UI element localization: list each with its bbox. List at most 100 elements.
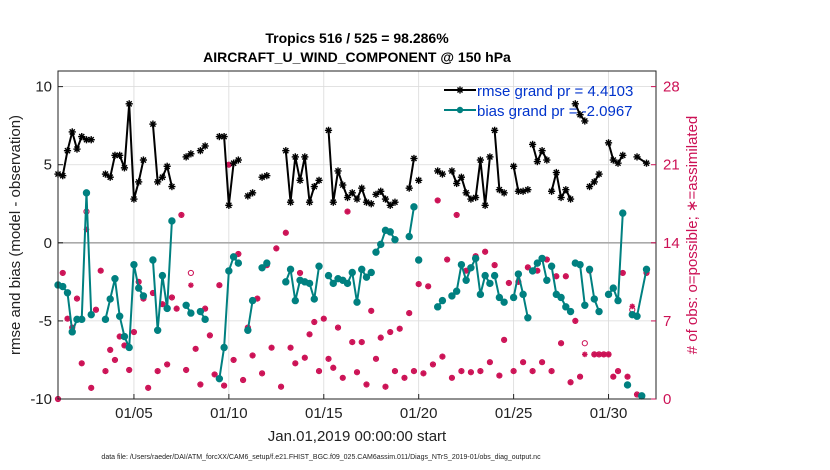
bias-point	[59, 282, 67, 291]
bias-point	[125, 343, 133, 352]
obs-assimilated-marker	[226, 161, 232, 168]
rmse-point	[154, 178, 162, 186]
obs-assimilated-marker	[411, 368, 417, 374]
rmse-point	[462, 189, 470, 197]
bias-point	[139, 292, 148, 300]
obs-assimilated-marker	[415, 281, 422, 287]
bias-point	[476, 290, 485, 299]
obs-assimilated-marker	[591, 351, 598, 358]
rmse-point	[367, 200, 375, 208]
obs-assimilated-marker	[358, 339, 365, 345]
x-tick-label: 01/20	[400, 405, 438, 422]
obs-assimilated-marker	[249, 352, 256, 359]
bias-point	[462, 276, 470, 284]
obs-assimilated-marker	[577, 373, 583, 380]
rmse-point	[139, 156, 148, 164]
bias-point	[467, 264, 475, 272]
bias-point	[410, 203, 418, 211]
rmse-point	[73, 145, 81, 153]
bias-point	[149, 256, 157, 264]
x-axis-ticks: 01/05 01/10 01/15 01/20 01/25 01/30	[115, 394, 627, 422]
right-y-axis-label: # of obs: o=possible; ∗=assimilated	[684, 116, 701, 355]
rmse-point	[358, 184, 366, 192]
obs-assimilated-marker	[387, 329, 394, 335]
obs-assimilated-marker	[487, 359, 493, 365]
bias-point	[547, 262, 556, 270]
bias-point	[638, 392, 646, 400]
obs-assimilated-marker	[320, 315, 327, 322]
rmse-point	[329, 198, 337, 206]
rmse-point	[111, 151, 119, 159]
obs-assimilated-marker	[59, 270, 66, 276]
rmse-point	[315, 176, 323, 184]
bias-point	[452, 287, 461, 295]
obs-assimilated-marker	[240, 377, 246, 383]
obs-assimilated-marker	[624, 373, 631, 380]
bias-point	[324, 271, 333, 280]
rmse-point	[296, 176, 304, 184]
left-y-axis-label: rmse and bias (model - observation)	[7, 115, 24, 355]
bias-point	[120, 332, 129, 341]
rmse-point	[63, 147, 72, 155]
bias-point	[153, 326, 162, 334]
bias-point	[524, 314, 532, 322]
obs-assimilated-marker	[235, 251, 242, 257]
bias-point	[614, 296, 622, 305]
bias-point	[481, 271, 489, 280]
obs-assimilated-marker	[572, 318, 579, 324]
obs-possible-marker	[187, 269, 194, 277]
obs-assimilated-marker	[93, 306, 99, 313]
obs-assimilated-marker	[434, 197, 441, 204]
bias-point	[514, 270, 523, 278]
bias-point	[282, 278, 290, 286]
obs-assimilated-marker	[482, 248, 488, 255]
rmse-point	[125, 100, 133, 108]
bias-point	[519, 290, 527, 299]
obs-assimilated-marker	[439, 353, 446, 360]
rmse-point	[334, 167, 342, 175]
bias-point	[619, 209, 627, 217]
bias-point	[258, 264, 266, 272]
bias-point	[82, 189, 91, 197]
obs-assimilated-marker	[216, 282, 223, 289]
bias-point	[495, 293, 504, 302]
bias-point	[528, 267, 537, 275]
bias-point	[343, 279, 352, 288]
plot-area-frame	[57, 70, 657, 400]
obs-assimilated-marker	[339, 375, 346, 381]
rmse-point	[353, 195, 361, 203]
rmse-point	[538, 147, 546, 155]
rmse-point	[547, 187, 556, 195]
data-file-footnote: data file: /Users/raeder/DAI/ATM_forcXX/…	[101, 454, 541, 461]
bias-point	[604, 290, 613, 299]
rmse-point	[381, 195, 390, 203]
obs-assimilated-marker	[520, 359, 526, 365]
bias-point	[286, 265, 295, 274]
left-y-axis-ticks: -10 -5 0 5 10	[30, 79, 63, 408]
obs-assimilated-marker	[449, 375, 455, 381]
obs-assimilated-marker	[178, 212, 185, 218]
bias-point	[595, 307, 603, 316]
rmse-point	[305, 198, 314, 206]
obs-assimilated-marker	[506, 280, 512, 286]
obs-assimilated-marker	[306, 331, 313, 338]
obs-assimilated-marker	[183, 367, 189, 373]
right-y-tick-label: 0	[663, 391, 671, 408]
rmse-point	[106, 173, 114, 181]
rmse-point	[234, 156, 242, 164]
obs-assimilated-marker	[382, 383, 389, 390]
rmse-point	[343, 193, 352, 202]
obs-assimilated-marker	[373, 356, 379, 362]
obs-assimilated-marker	[197, 381, 204, 388]
bias-point	[78, 315, 86, 324]
rmse-point	[609, 156, 617, 164]
right-y-tick-label: 28	[663, 79, 680, 96]
obs-assimilated-marker	[88, 385, 95, 391]
rmse-point	[149, 120, 157, 128]
bias-point	[244, 326, 252, 334]
bias-point	[623, 381, 632, 389]
rmse-point	[415, 176, 423, 184]
obs-assimilated-marker	[102, 368, 109, 374]
rmse-point	[301, 153, 309, 161]
